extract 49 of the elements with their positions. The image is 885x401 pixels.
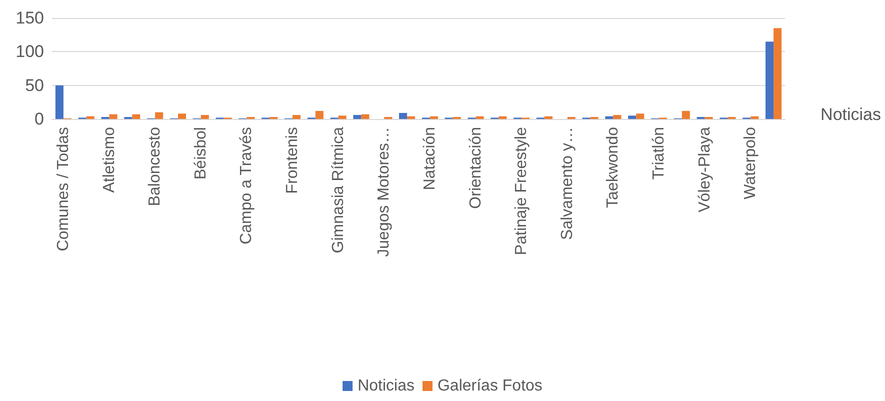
y-tick-label: 50 — [25, 76, 44, 95]
bar — [430, 116, 438, 119]
legend-label: Galerías Fotos — [437, 378, 542, 394]
bar — [292, 114, 301, 119]
x-tick-label: Baloncesto — [146, 126, 164, 206]
bar — [361, 114, 370, 119]
y-tick-label: 150 — [16, 8, 44, 28]
bar — [338, 116, 346, 119]
bar — [682, 110, 690, 119]
bar — [544, 116, 552, 119]
bar — [155, 112, 164, 119]
x-tick-label: Frontenis — [284, 127, 302, 194]
x-tick-label: Gimnasia Rítmica — [330, 126, 347, 254]
bar — [750, 116, 759, 119]
bar — [178, 114, 186, 119]
x-tick-label: Orientación — [467, 127, 484, 209]
bar — [498, 116, 507, 119]
x-tick-label: Triatlón — [650, 127, 668, 180]
bar — [613, 114, 622, 119]
bar — [399, 112, 408, 119]
bar — [200, 114, 209, 119]
bar — [315, 110, 324, 119]
bar — [86, 116, 94, 119]
bar — [353, 114, 362, 119]
bar — [55, 85, 64, 119]
x-tick-label: Atletismo — [100, 126, 118, 193]
x-tick-label: Campo a Través — [238, 127, 256, 244]
x-tick-label: Salvamento y… — [558, 127, 576, 240]
x-tick-label: Béisbol — [192, 127, 210, 180]
y-tick-label: 0 — [34, 110, 44, 128]
bar — [636, 114, 644, 119]
x-tick-label: Patinaje Freestyle — [513, 126, 530, 256]
bar — [132, 114, 140, 119]
bar — [766, 42, 774, 119]
x-tick-label: Comunes / Todas — [54, 127, 72, 252]
text: Noticias — [820, 105, 882, 124]
y-tick-label: 100 — [16, 42, 44, 62]
bar — [109, 114, 118, 119]
bar — [476, 116, 484, 119]
bar — [605, 116, 614, 119]
bar — [628, 116, 636, 119]
x-tick-label: Taekwondo — [604, 126, 622, 208]
legend-label: Noticias — [358, 378, 414, 394]
bar — [407, 116, 416, 119]
bar — [774, 28, 782, 119]
x-tick-label: Juegos Motores… — [376, 127, 393, 257]
x-tick-label: Natación — [421, 127, 438, 190]
x-tick-label: Waterpolo — [742, 126, 760, 200]
x-tick-label: Vóley-Playa — [696, 126, 714, 212]
